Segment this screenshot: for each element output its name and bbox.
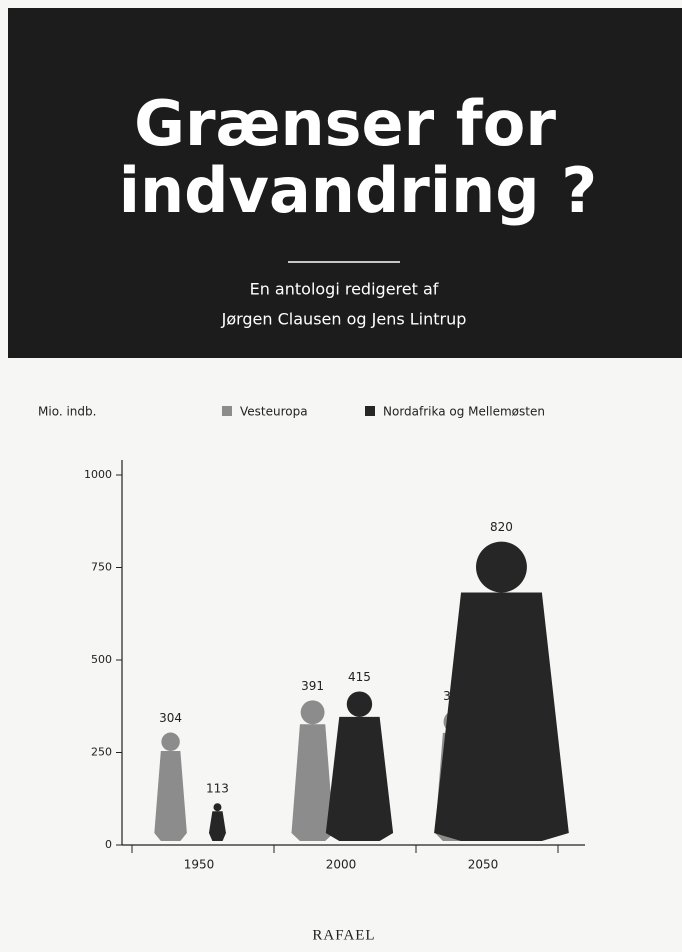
x-tick-label: 2000 [326, 858, 357, 872]
legend-swatch [222, 406, 232, 416]
cover-subtitle: Jørgen Clausen og Jens Lintrup [221, 310, 467, 329]
legend-label: Nordafrika og Mellemøsten [383, 405, 545, 419]
cover-subtitle: En antologi redigeret af [250, 280, 439, 299]
legend-label: Vesteuropa [240, 405, 308, 419]
value-label: 113 [206, 782, 229, 796]
cover-title: Grænser for [134, 87, 556, 160]
value-label: 391 [301, 679, 324, 693]
y-tick-label: 0 [105, 838, 112, 851]
value-label: 820 [490, 520, 513, 534]
y-tick-label: 750 [91, 561, 112, 574]
y-tick-label: 1000 [84, 468, 112, 481]
y-tick-label: 500 [91, 653, 112, 666]
x-tick-label: 2050 [468, 858, 499, 872]
x-tick-label: 1950 [184, 858, 215, 872]
cover-title: indvandring ? [119, 154, 597, 227]
legend-swatch [365, 406, 375, 416]
book-cover: Grænser for indvandring ? En antologi re… [0, 0, 682, 952]
publisher: RAFAEL [312, 927, 375, 943]
value-label: 304 [159, 711, 182, 725]
y-tick-label: 250 [91, 746, 112, 759]
y-axis-label: Mio. indb. [38, 405, 96, 419]
value-label: 415 [348, 670, 371, 684]
